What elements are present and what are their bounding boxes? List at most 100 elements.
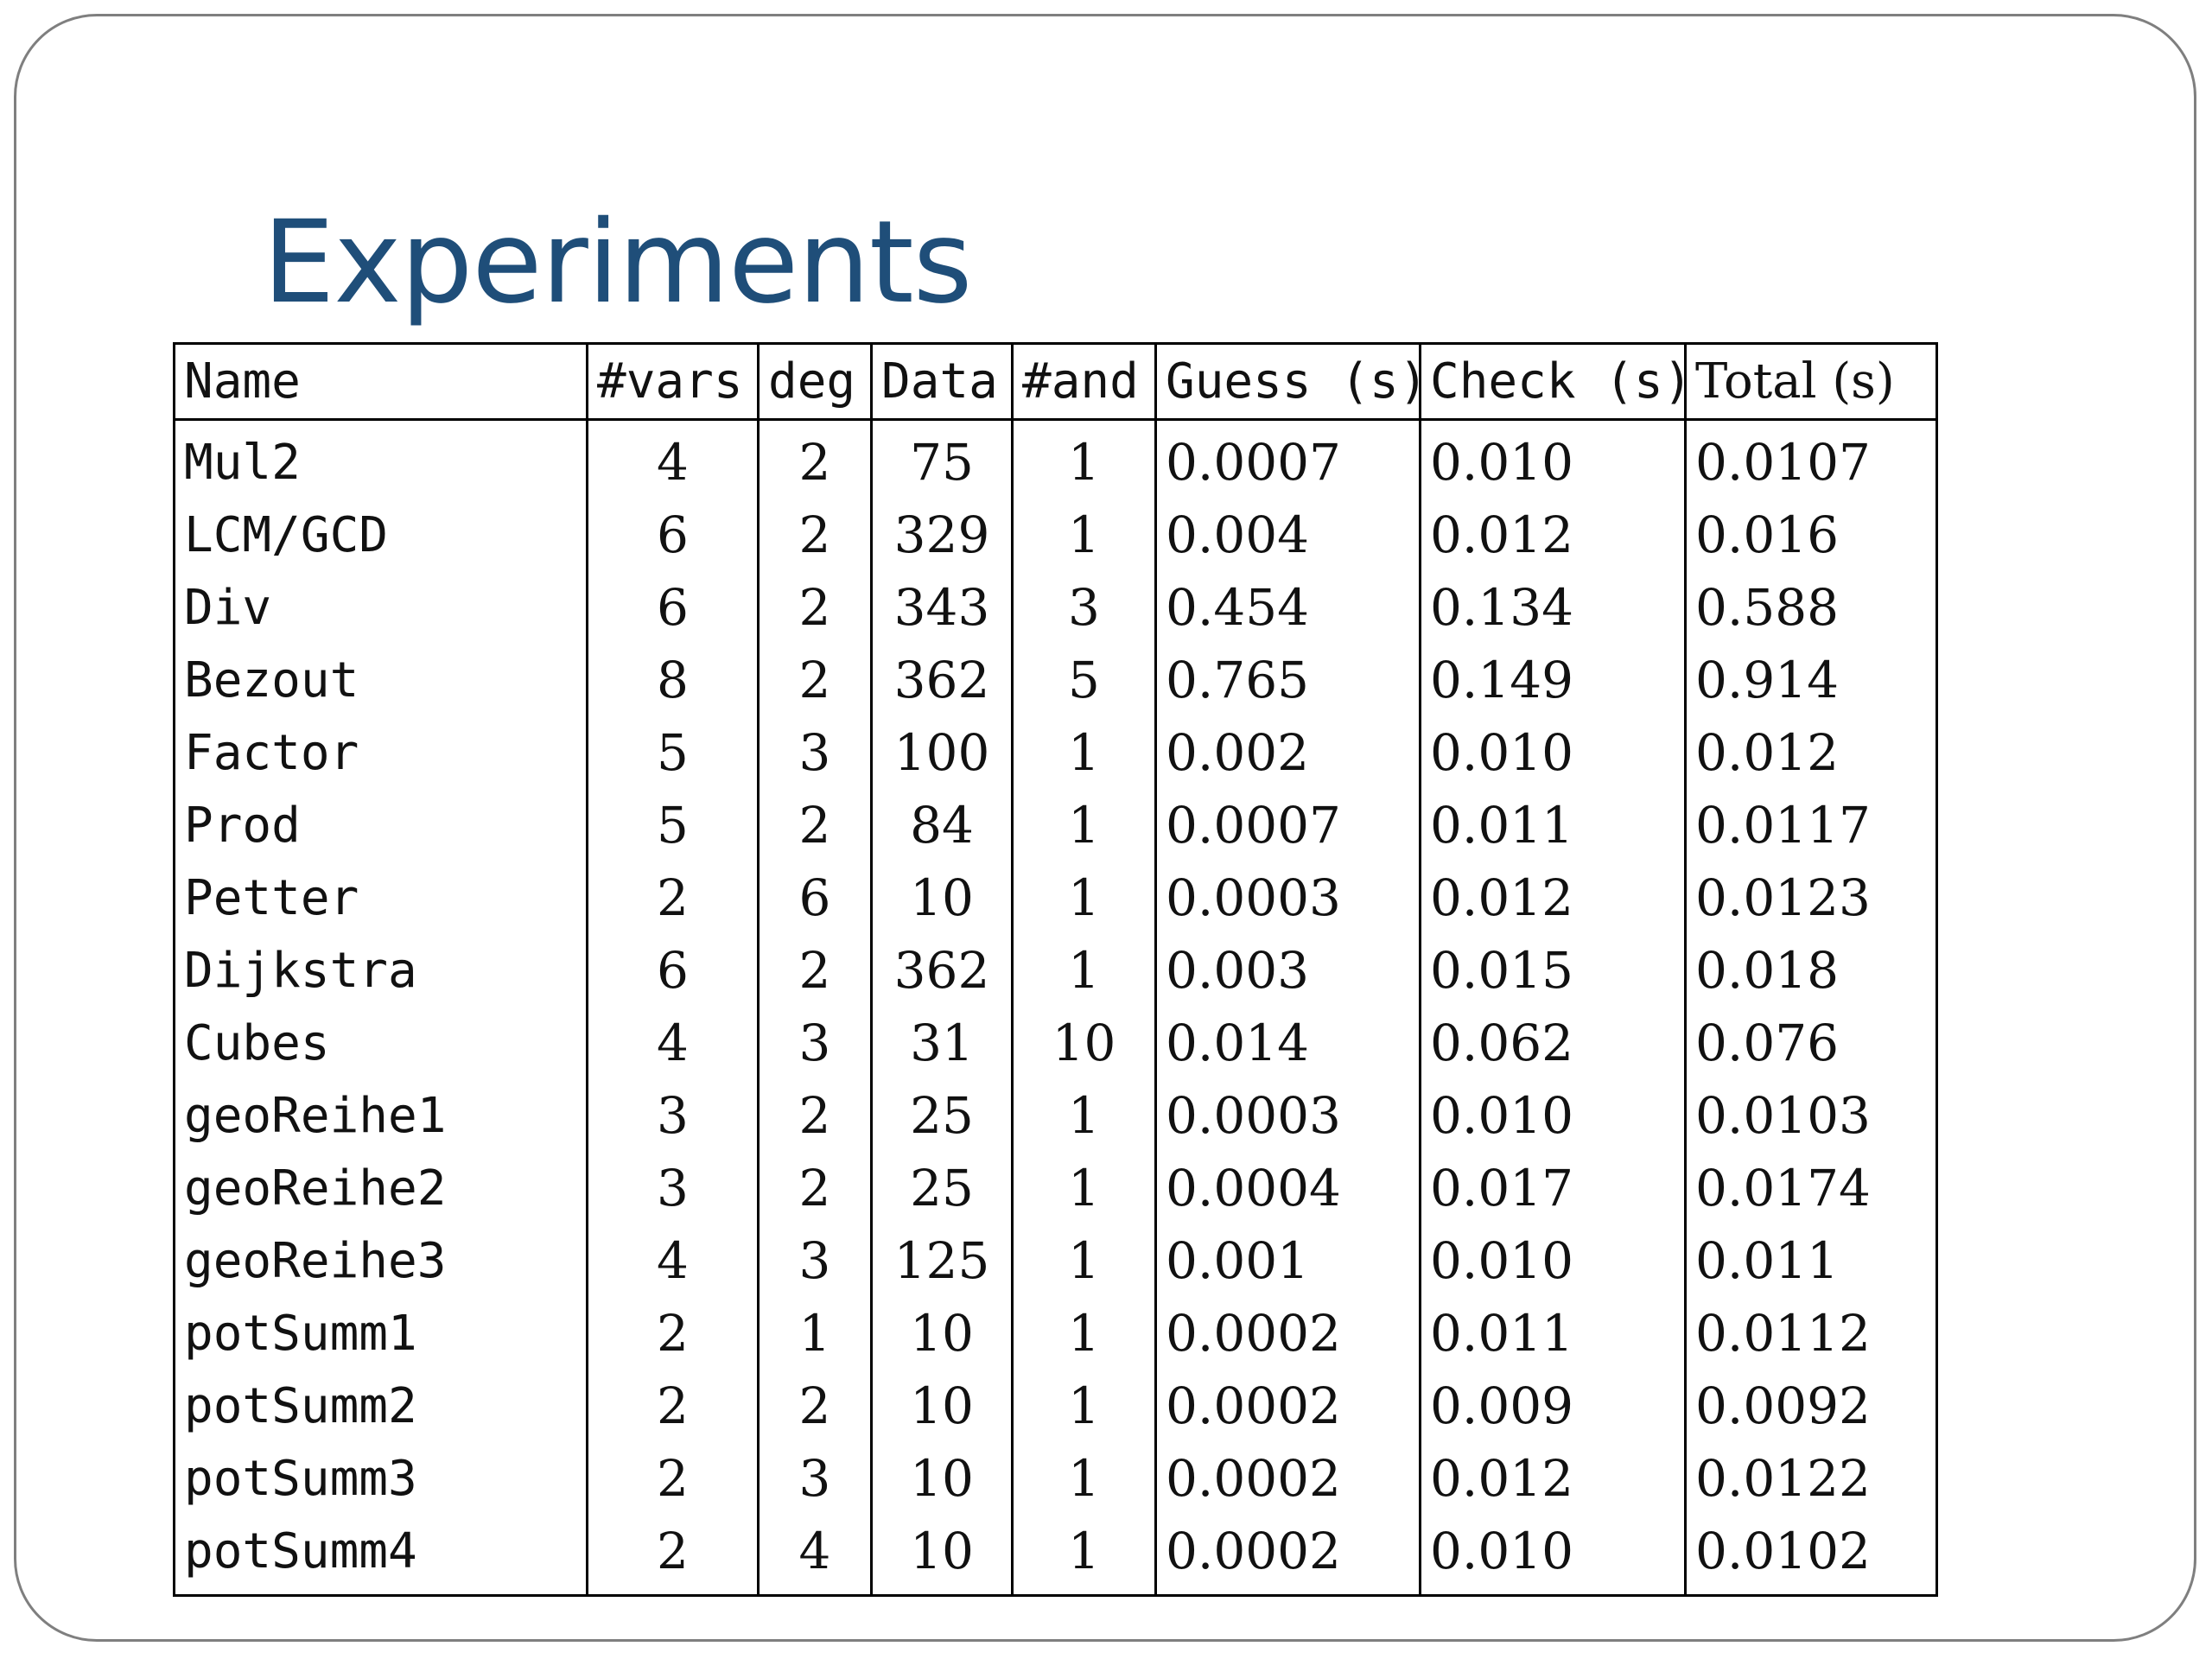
cell-guess: 0.0007	[1154, 789, 1421, 861]
cell-check: 0.149	[1419, 644, 1687, 716]
cell-data: 329	[870, 499, 1014, 571]
cell-name: Mul2	[173, 419, 588, 499]
header-data: Data	[870, 343, 1014, 421]
header-and: #and	[1011, 343, 1157, 421]
cell-data: 10	[870, 861, 1014, 934]
cell-deg: 3	[757, 1007, 873, 1079]
cell-and: 1	[1011, 1079, 1157, 1152]
cell-check: 0.010	[1419, 716, 1687, 789]
cell-name: LCM/GCD	[173, 499, 588, 571]
slide-title: Experiments	[263, 196, 972, 329]
cell-name: geoReihe3	[173, 1224, 588, 1297]
table-row: Factor 5 3 100 1 0.002 0.010 0.012	[173, 716, 1938, 789]
cell-vars: 4	[586, 1224, 760, 1297]
cell-data: 362	[870, 644, 1014, 716]
cell-deg: 3	[757, 1224, 873, 1297]
cell-vars: 2	[586, 1515, 760, 1596]
cell-guess: 0.001	[1154, 1224, 1421, 1297]
cell-deg: 2	[757, 1152, 873, 1224]
cell-check: 0.012	[1419, 861, 1687, 934]
cell-guess: 0.0003	[1154, 1079, 1421, 1152]
cell-name: potSumm1	[173, 1297, 588, 1370]
cell-deg: 2	[757, 934, 873, 1007]
cell-check: 0.011	[1419, 789, 1687, 861]
cell-guess: 0.0002	[1154, 1297, 1421, 1370]
cell-name: Div	[173, 571, 588, 644]
cell-total: 0.0102	[1684, 1515, 1938, 1596]
cell-data: 100	[870, 716, 1014, 789]
cell-vars: 5	[586, 716, 760, 789]
cell-total: 0.0123	[1684, 861, 1938, 934]
cell-and: 1	[1011, 1224, 1157, 1297]
cell-and: 1	[1011, 861, 1157, 934]
table-row: Mul2 4 2 75 1 0.0007 0.010 0.0107	[173, 419, 1938, 499]
cell-and: 1	[1011, 1152, 1157, 1224]
cell-total: 0.0092	[1684, 1370, 1938, 1442]
cell-guess: 0.0004	[1154, 1152, 1421, 1224]
cell-deg: 2	[757, 419, 873, 499]
cell-deg: 2	[757, 499, 873, 571]
table-header-row: Name #vars deg Data #and Guess (s) Check…	[173, 343, 1938, 421]
cell-name: potSumm2	[173, 1370, 588, 1442]
cell-deg: 2	[757, 1370, 873, 1442]
cell-vars: 8	[586, 644, 760, 716]
table-row: LCM/GCD 6 2 329 1 0.004 0.012 0.016	[173, 499, 1938, 571]
cell-total: 0.914	[1684, 644, 1938, 716]
cell-and: 3	[1011, 571, 1157, 644]
cell-total: 0.0103	[1684, 1079, 1938, 1152]
cell-check: 0.012	[1419, 1442, 1687, 1515]
cell-guess: 0.0007	[1154, 419, 1421, 499]
cell-check: 0.134	[1419, 571, 1687, 644]
header-deg: deg	[757, 343, 873, 421]
cell-vars: 2	[586, 861, 760, 934]
cell-vars: 6	[586, 934, 760, 1007]
cell-deg: 3	[757, 1442, 873, 1515]
cell-check: 0.010	[1419, 1515, 1687, 1596]
cell-and: 1	[1011, 499, 1157, 571]
cell-vars: 6	[586, 571, 760, 644]
cell-guess: 0.014	[1154, 1007, 1421, 1079]
cell-name: potSumm4	[173, 1515, 588, 1596]
cell-total: 0.0122	[1684, 1442, 1938, 1515]
cell-name: Factor	[173, 716, 588, 789]
cell-vars: 3	[586, 1079, 760, 1152]
cell-total: 0.016	[1684, 499, 1938, 571]
cell-deg: 2	[757, 571, 873, 644]
cell-guess: 0.0002	[1154, 1370, 1421, 1442]
table-body: Mul2 4 2 75 1 0.0007 0.010 0.0107 LCM/GCD 6 2 329 1 0…	[173, 419, 1938, 1596]
cell-and: 1	[1011, 789, 1157, 861]
cell-check: 0.015	[1419, 934, 1687, 1007]
cell-data: 25	[870, 1079, 1014, 1152]
cell-guess: 0.0002	[1154, 1515, 1421, 1596]
table-row: potSumm1 2 1 10 1 0.0002 0.011 0.0112	[173, 1297, 1938, 1370]
cell-check: 0.017	[1419, 1152, 1687, 1224]
cell-and: 1	[1011, 419, 1157, 499]
cell-and: 1	[1011, 1370, 1157, 1442]
table-row: Prod 5 2 84 1 0.0007 0.011 0.0117	[173, 789, 1938, 861]
table-row: geoReihe3 4 3 125 1 0.001 0.010 0.011	[173, 1224, 1938, 1297]
table-row: potSumm2 2 2 10 1 0.0002 0.009 0.0092	[173, 1370, 1938, 1442]
table-row: potSumm3 2 3 10 1 0.0002 0.012 0.0122	[173, 1442, 1938, 1515]
cell-and: 1	[1011, 934, 1157, 1007]
cell-name: geoReihe1	[173, 1079, 588, 1152]
cell-and: 10	[1011, 1007, 1157, 1079]
cell-check: 0.010	[1419, 1224, 1687, 1297]
cell-deg: 3	[757, 716, 873, 789]
cell-total: 0.012	[1684, 716, 1938, 789]
cell-vars: 4	[586, 419, 760, 499]
cell-data: 75	[870, 419, 1014, 499]
header-check: Check (s)	[1419, 343, 1687, 421]
cell-total: 0.076	[1684, 1007, 1938, 1079]
cell-vars: 2	[586, 1442, 760, 1515]
cell-guess: 0.002	[1154, 716, 1421, 789]
table-row: Cubes 4 3 31 10 0.014 0.062 0.076	[173, 1007, 1938, 1079]
cell-data: 10	[870, 1515, 1014, 1596]
table-row: Div 6 2 343 3 0.454 0.134 0.588	[173, 571, 1938, 644]
table-row: potSumm4 2 4 10 1 0.0002 0.010 0.0102	[173, 1515, 1938, 1596]
cell-and: 1	[1011, 1297, 1157, 1370]
cell-deg: 2	[757, 644, 873, 716]
cell-total: 0.011	[1684, 1224, 1938, 1297]
cell-data: 343	[870, 571, 1014, 644]
cell-guess: 0.0002	[1154, 1442, 1421, 1515]
table-row: Bezout 8 2 362 5 0.765 0.149 0.914	[173, 644, 1938, 716]
